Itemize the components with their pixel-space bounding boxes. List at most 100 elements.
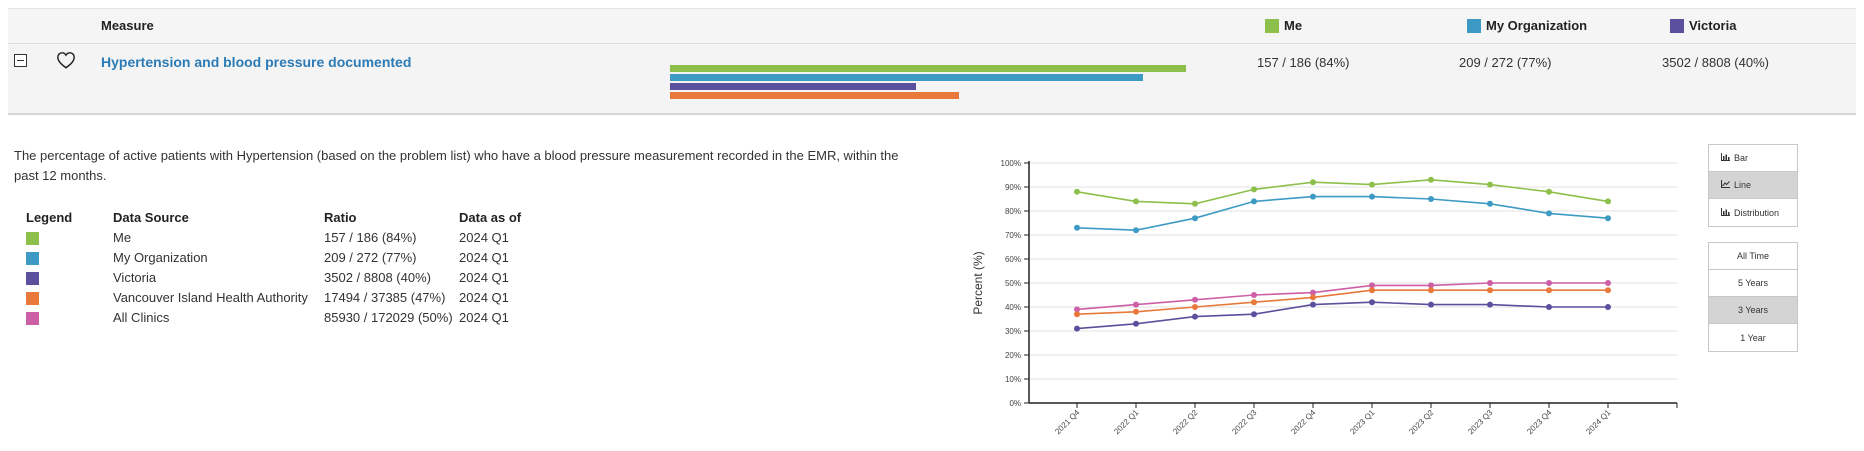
y-tick-label: 80% — [1005, 207, 1021, 216]
victoria-column-label: Victoria — [1689, 18, 1737, 33]
measure-row[interactable]: Hypertension and blood pressure document… — [8, 44, 1856, 115]
y-tick-label: 50% — [1005, 279, 1021, 288]
table-header-row: Measure Me My Organization Victoria — [8, 8, 1856, 44]
y-tick-label: 70% — [1005, 231, 1021, 240]
data-point-me — [1428, 176, 1434, 183]
data-point-vancouver-island-health-authority — [1133, 308, 1139, 315]
legend-header: Legend — [26, 210, 73, 225]
range-all-time-button[interactable]: All Time — [1709, 243, 1797, 270]
legend-ratio: 17494 / 37385 (47%) — [324, 290, 446, 305]
ratio-header: Ratio — [324, 210, 357, 225]
heart-icon[interactable] — [56, 51, 76, 69]
data-point-me — [1487, 181, 1493, 188]
y-tick-label: 10% — [1005, 375, 1021, 384]
legend-source: Me — [113, 230, 132, 245]
org-column-header: My Organization — [1467, 18, 1587, 33]
chart-type-label: Distribution — [1734, 207, 1780, 218]
data-point-vancouver-island-health-authority — [1074, 311, 1080, 318]
data-point-all-clinics — [1192, 296, 1198, 303]
chart-type-line-button[interactable]: Line — [1709, 172, 1797, 199]
series-line-all-clinics — [1076, 282, 1608, 311]
data-point-all-clinics — [1428, 282, 1434, 289]
x-tick-label: 2022 Q2 — [1171, 408, 1199, 436]
x-tick-label: 2022 Q1 — [1112, 408, 1140, 436]
me-value: 157 / 186 (84%) — [1257, 55, 1350, 70]
comparison-bar-victoria — [670, 83, 916, 90]
data-point-me — [1310, 179, 1316, 186]
data-point-vancouver-island-health-authority — [1310, 294, 1316, 301]
legend-ratio: 3502 / 8808 (40%) — [324, 270, 431, 285]
comparison-bar-me — [670, 65, 1186, 72]
chart-type-label: Line — [1734, 180, 1752, 190]
comparison-bar-vancouver-island-health-authority — [670, 92, 959, 99]
legend-swatch — [26, 252, 39, 265]
data-point-my-organization — [1428, 196, 1434, 202]
collapse-icon[interactable] — [14, 54, 27, 67]
chart-type-distribution-button[interactable]: Distribution — [1709, 199, 1797, 226]
time-range-control: All Time 5 Years 3 Years 1 Year — [1708, 242, 1798, 352]
data-as-of-header: Data as of — [459, 210, 522, 225]
data-point-victoria — [1251, 311, 1257, 318]
y-tick-label: 30% — [1005, 327, 1021, 336]
data-point-my-organization — [1074, 224, 1080, 231]
chart-type-control: Bar Line Distribution — [1708, 144, 1798, 227]
data-point-all-clinics — [1133, 301, 1139, 308]
x-tick-label: 2023 Q1 — [1348, 408, 1376, 436]
chart-type-bar-button[interactable]: Bar — [1709, 145, 1797, 172]
legend-swatch — [26, 272, 39, 285]
legend-source: All Clinics — [113, 310, 170, 325]
y-tick-label: 100% — [1001, 159, 1021, 168]
data-point-vancouver-island-health-authority — [1251, 299, 1257, 306]
legend-date: 2024 Q1 — [459, 270, 509, 285]
data-point-all-clinics — [1546, 280, 1552, 286]
data-point-my-organization — [1192, 215, 1198, 222]
org-column-label: My Organization — [1486, 18, 1588, 33]
legend-date: 2024 Q1 — [459, 290, 509, 305]
comparison-bar-my-organization — [670, 74, 1143, 81]
data-point-vancouver-island-health-authority — [1369, 287, 1375, 294]
distribution-chart-icon — [1721, 207, 1730, 218]
data-point-me — [1133, 198, 1139, 205]
range-1-year-button[interactable]: 1 Year — [1740, 332, 1766, 343]
chart-type-label: Bar — [1734, 153, 1749, 163]
victoria-value: 3502 / 8808 (40%) — [1662, 55, 1769, 70]
legend-source: Victoria — [113, 270, 157, 285]
data-point-me — [1605, 198, 1611, 205]
data-point-vancouver-island-health-authority — [1487, 287, 1493, 294]
measure-title-link[interactable]: Hypertension and blood pressure document… — [101, 54, 412, 70]
legend-swatch — [26, 292, 39, 305]
data-point-all-clinics — [1074, 306, 1080, 313]
legend-date: 2024 Q1 — [459, 230, 509, 245]
data-point-me — [1192, 200, 1198, 207]
measure-column-header: Measure — [101, 18, 154, 33]
x-tick-label: 2023 Q2 — [1407, 408, 1435, 436]
bar-chart-icon — [1721, 153, 1730, 163]
legend-ratio: 157 / 186 (84%) — [324, 230, 417, 245]
data-point-my-organization — [1310, 193, 1316, 200]
data-point-me — [1369, 181, 1375, 188]
legend-ratio: 85930 / 172029 (50%) — [324, 310, 453, 325]
data-point-my-organization — [1487, 200, 1493, 207]
data-point-vancouver-island-health-authority — [1605, 287, 1611, 294]
data-point-victoria — [1487, 301, 1493, 308]
data-point-my-organization — [1251, 198, 1257, 205]
data-point-victoria — [1369, 299, 1375, 306]
data-point-me — [1546, 188, 1552, 195]
data-point-me — [1251, 186, 1257, 193]
data-point-victoria — [1605, 304, 1611, 310]
legend-swatch — [26, 232, 39, 245]
x-tick-label: 2023 Q4 — [1525, 408, 1553, 436]
x-tick-label: 2022 Q3 — [1230, 408, 1258, 436]
data-point-victoria — [1310, 301, 1316, 308]
data-point-vancouver-island-health-authority — [1192, 304, 1198, 310]
y-tick-label: 90% — [1005, 183, 1021, 192]
y-tick-label: 20% — [1005, 351, 1021, 360]
series-line-victoria — [1076, 301, 1608, 330]
data-point-my-organization — [1605, 215, 1611, 222]
data-point-me — [1074, 188, 1080, 195]
range-3-years-button[interactable]: 3 Years — [1709, 297, 1797, 324]
data-point-my-organization — [1369, 193, 1375, 200]
range-5-years-button[interactable]: 5 Years — [1709, 270, 1797, 297]
legend-source: Vancouver Island Health Authority — [113, 290, 308, 305]
data-point-victoria — [1192, 313, 1198, 320]
